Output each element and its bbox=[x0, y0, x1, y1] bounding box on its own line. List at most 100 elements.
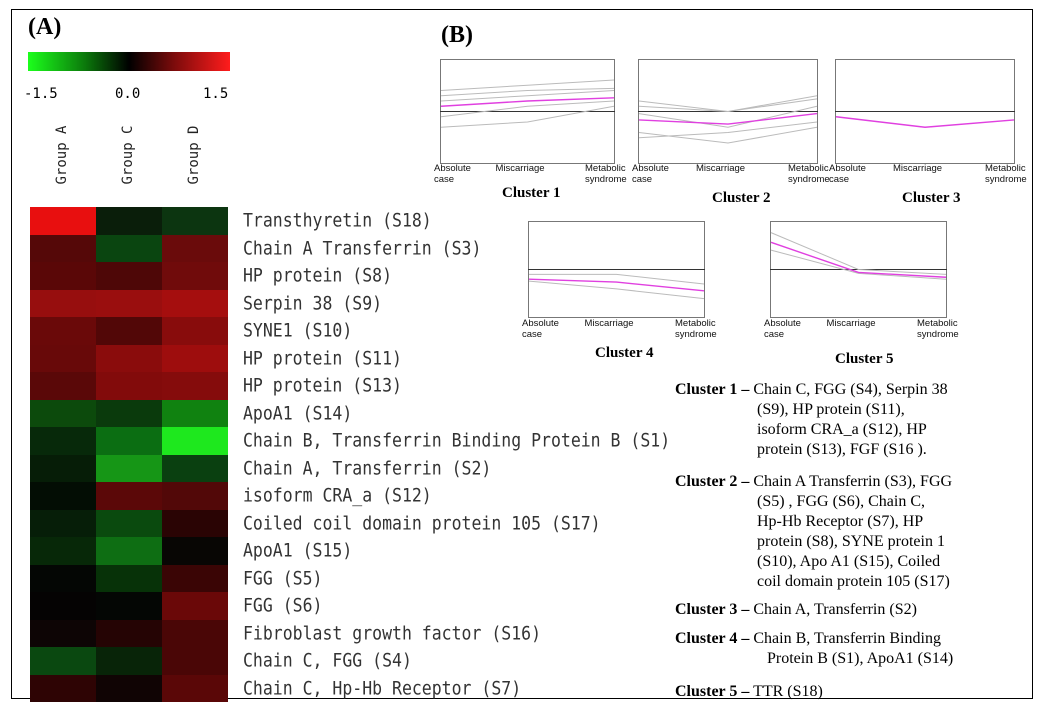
heatmap-cell bbox=[162, 592, 228, 620]
heatmap-cell bbox=[96, 344, 162, 372]
heatmap-cell bbox=[30, 647, 96, 675]
x-category-label: Metabolic syndrome bbox=[917, 318, 959, 340]
heatmap-row-label: SYNE1 (S10) bbox=[243, 319, 353, 342]
cluster-2-chart bbox=[638, 59, 818, 164]
x-category-label: Absolute case bbox=[434, 163, 471, 185]
heatmap-cell bbox=[162, 372, 228, 400]
heatmap-cell bbox=[96, 262, 162, 290]
heatmap-cell bbox=[162, 647, 228, 675]
cluster-member-line: Hp-Hb Receptor (S7), HP bbox=[757, 513, 924, 530]
cluster-member-line: protein (S8), SYNE protein 1 bbox=[757, 533, 945, 550]
heatmap-cell bbox=[30, 262, 96, 290]
heatmap-row bbox=[30, 674, 228, 702]
heatmap-cell bbox=[30, 234, 96, 262]
heatmap-cell bbox=[96, 372, 162, 400]
heatmap-row bbox=[30, 564, 228, 592]
member-profile-line bbox=[440, 87, 615, 97]
heatmap-row bbox=[30, 399, 228, 427]
heatmap-cell bbox=[162, 564, 228, 592]
scale-tick-mid: 0.0 bbox=[115, 86, 141, 102]
member-profile-line bbox=[638, 105, 818, 128]
heatmap-cell bbox=[162, 344, 228, 372]
cluster-member-title: Cluster 4 – bbox=[675, 630, 750, 647]
member-profile-line bbox=[528, 280, 705, 300]
color-scale-bar bbox=[28, 52, 230, 71]
cluster-1-chart bbox=[440, 59, 615, 164]
scale-tick-max: 1.5 bbox=[203, 86, 229, 102]
cluster-member-line: Protein B (S1), ApoA1 (S14) bbox=[767, 650, 954, 667]
cluster-member-heading: Cluster 5 – TTR (S18) bbox=[675, 683, 823, 700]
heatmap-row-label: ApoA1 (S14) bbox=[243, 402, 353, 424]
heatmap-row-label: Chain A Transferrin (S3) bbox=[243, 237, 482, 259]
heatmap-cell bbox=[96, 317, 162, 345]
heatmap-row-label: isoform CRA_a (S12) bbox=[243, 484, 432, 507]
column-label-group-d: Group D bbox=[186, 125, 202, 185]
panel-b-label: (B) bbox=[441, 22, 473, 48]
member-profile-line bbox=[440, 105, 615, 128]
heatmap-row-label: HP protein (S13) bbox=[243, 374, 402, 397]
member-profile-line bbox=[638, 98, 818, 113]
cluster-title: Cluster 4 bbox=[595, 345, 654, 361]
heatmap-cell bbox=[96, 592, 162, 620]
heatmap-cell bbox=[162, 509, 228, 537]
heatmap-row-label: Transthyretin (S18) bbox=[243, 209, 432, 232]
x-category-label: Absolute case bbox=[829, 163, 866, 185]
heatmap bbox=[30, 207, 228, 702]
heatmap-row bbox=[30, 509, 228, 537]
heatmap-cell bbox=[96, 537, 162, 565]
heatmap-cell bbox=[30, 454, 96, 482]
x-category-label: Miscarriage bbox=[495, 163, 545, 174]
heatmap-row bbox=[30, 454, 228, 482]
cluster-title: Cluster 1 bbox=[502, 185, 561, 201]
heatmap-row-label: Serpin 38 (S9) bbox=[243, 292, 383, 314]
x-category-label: Metabolic syndrome bbox=[585, 163, 627, 185]
x-category-label: Miscarriage bbox=[584, 318, 634, 329]
heatmap-row bbox=[30, 372, 228, 400]
heatmap-row bbox=[30, 427, 228, 455]
member-profile-line bbox=[440, 90, 615, 102]
heatmap-cell bbox=[162, 317, 228, 345]
heatmap-cell bbox=[162, 619, 228, 647]
x-category-label: Metabolic syndrome bbox=[788, 163, 830, 185]
cluster-member-line: protein (S13), FGF (S16 ). bbox=[757, 441, 927, 458]
heatmap-cell bbox=[162, 289, 228, 317]
heatmap-row-label: Chain B, Transferrin Binding Protein B (… bbox=[243, 429, 671, 452]
heatmap-row bbox=[30, 619, 228, 647]
cluster-mean-line bbox=[770, 241, 947, 278]
heatmap-cell bbox=[30, 427, 96, 455]
heatmap-row-label: ApoA1 (S15) bbox=[243, 539, 353, 562]
heatmap-row-label: Chain C, FGG (S4) bbox=[243, 649, 412, 672]
heatmap-cell bbox=[162, 537, 228, 565]
heatmap-cell bbox=[96, 482, 162, 510]
heatmap-row bbox=[30, 344, 228, 372]
panel-a-label: (A) bbox=[28, 14, 62, 40]
heatmap-row bbox=[30, 289, 228, 317]
column-label-group-c: Group C bbox=[120, 125, 136, 185]
heatmap-row bbox=[30, 592, 228, 620]
heatmap-cell bbox=[30, 317, 96, 345]
cluster-member-line: isoform CRA_a (S12), HP bbox=[757, 421, 927, 438]
member-profile-line bbox=[440, 79, 615, 91]
heatmap-cell bbox=[96, 427, 162, 455]
cluster-title: Cluster 3 bbox=[902, 190, 961, 206]
heatmap-cell bbox=[30, 592, 96, 620]
cluster-mean-line bbox=[528, 278, 705, 292]
heatmap-row-label: Chain C, Hp-Hb Receptor (S7) bbox=[243, 677, 522, 699]
heatmap-cell bbox=[30, 372, 96, 400]
heatmap-cell bbox=[30, 674, 96, 702]
heatmap-cell bbox=[96, 454, 162, 482]
cluster-mean-line bbox=[440, 97, 615, 107]
heatmap-row-label: Fibroblast growth factor (S16) bbox=[243, 622, 542, 644]
cluster-4-chart bbox=[528, 221, 705, 318]
heatmap-cell bbox=[30, 537, 96, 565]
heatmap-cell bbox=[162, 427, 228, 455]
cluster-member-title: Cluster 3 – bbox=[675, 601, 750, 618]
heatmap-row bbox=[30, 482, 228, 510]
heatmap-cell bbox=[162, 482, 228, 510]
heatmap-cell bbox=[30, 482, 96, 510]
heatmap-cell bbox=[30, 619, 96, 647]
heatmap-cell bbox=[96, 509, 162, 537]
cluster-3-chart bbox=[835, 59, 1015, 164]
cluster-mean-line bbox=[835, 116, 1015, 128]
heatmap-row bbox=[30, 262, 228, 290]
